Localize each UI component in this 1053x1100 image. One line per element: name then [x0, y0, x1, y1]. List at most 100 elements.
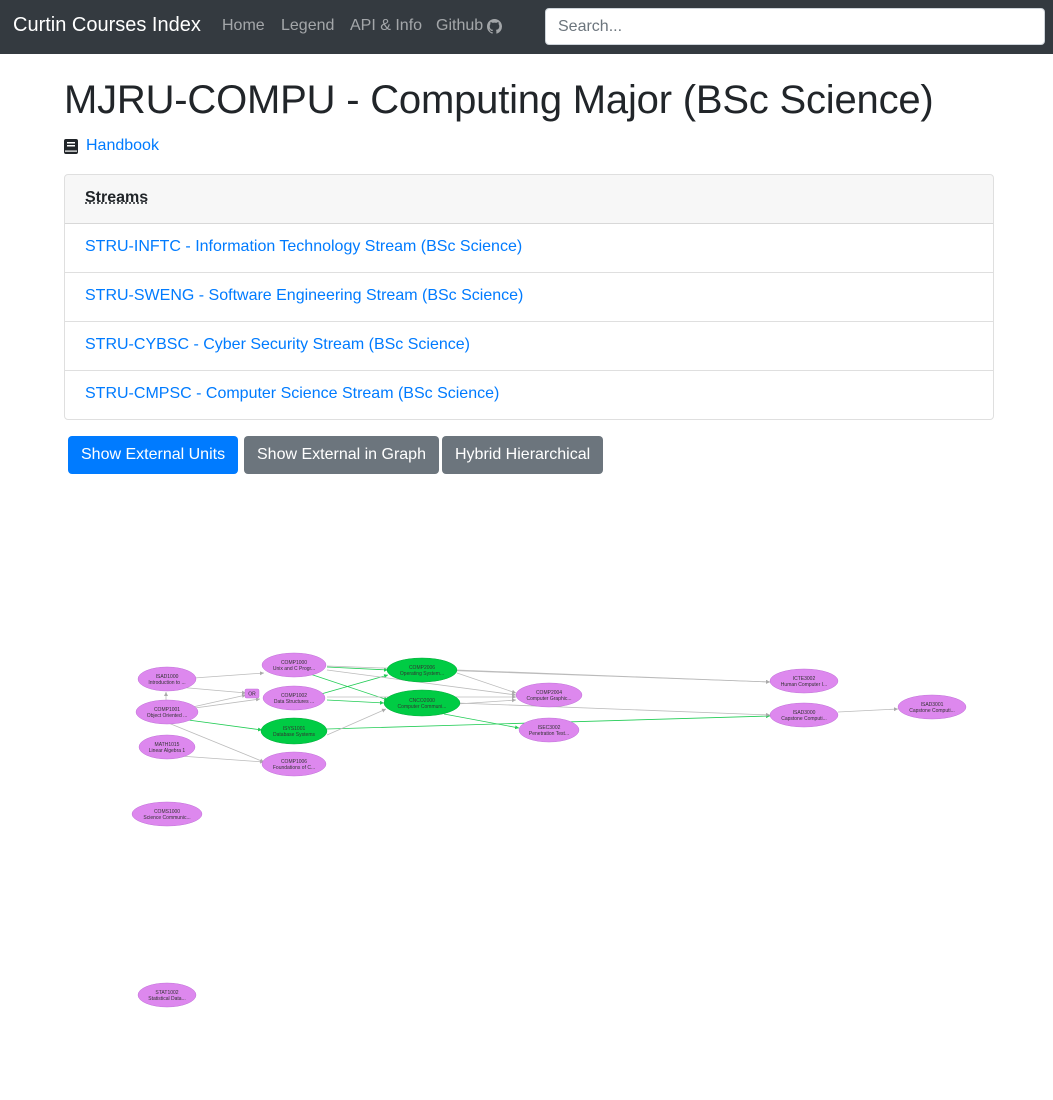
graph-edge — [326, 666, 389, 672]
graph-edge — [456, 702, 771, 717]
nav-api-info[interactable]: API & Info — [350, 17, 423, 34]
graph-edges — [164, 665, 899, 764]
graph-node-name: Computer Graphic... — [526, 696, 571, 702]
graph-node-name: Data Structures ... — [274, 699, 314, 705]
graph-node-shape — [260, 717, 328, 745]
graph-node-name: Science Communic... — [143, 815, 190, 821]
streams-header-label: Streams — [85, 189, 149, 206]
stream-link-cmpsc[interactable]: STRU-CMPSC - Computer Science Stream (BS… — [85, 385, 500, 402]
graph-edge — [326, 669, 517, 697]
search-input[interactable] — [545, 8, 1045, 45]
graph-node-shape — [137, 666, 197, 692]
graph-node-shape — [386, 657, 458, 683]
graph-edge — [165, 721, 265, 763]
hybrid-hierarchical-button[interactable]: Hybrid Hierarchical — [442, 436, 604, 474]
stream-link-cybsc[interactable]: STRU-CYBSC - Cyber Security Stream (BSc … — [65, 322, 993, 371]
graph-node-name: Capstone Computi... — [909, 708, 955, 714]
graph-node-shape — [515, 682, 583, 708]
book-icon — [64, 138, 78, 154]
graph-node-code: COMP1001 — [154, 707, 180, 713]
graph-node-shape — [261, 652, 327, 678]
graph-node-shape — [138, 734, 196, 760]
graph-node-code: COMP1006 — [281, 759, 307, 765]
graph-node-shape — [137, 982, 197, 1008]
graph-node-code: COMP2006 — [409, 665, 435, 671]
graph-edge — [326, 699, 385, 705]
graph-node-code: ISYS1001 — [283, 726, 306, 732]
graph-node-name: Introduction to ... — [148, 680, 185, 686]
handbook-link[interactable]: Handbook — [64, 137, 159, 155]
page-title: MJRU-COMPU - Computing Major (BSc Scienc… — [64, 78, 934, 122]
show-external-units-button[interactable]: Show External Units — [68, 436, 239, 474]
nav-legend[interactable]: Legend — [281, 17, 335, 34]
graph-node-shape — [769, 702, 839, 728]
graph-node-name: Database Systems — [273, 732, 315, 738]
graph-node-shape — [261, 751, 327, 777]
graph-node-code: ISAD3000 — [793, 710, 816, 716]
graph-edge — [443, 713, 520, 730]
graph-node-code: CNCO2000 — [409, 698, 435, 704]
graph-node-name: Linear Algebra 1 — [149, 748, 186, 754]
graph-edge — [456, 669, 771, 684]
github-icon — [487, 18, 503, 34]
navbar: Curtin Courses Index Home Legend API & I… — [0, 0, 1053, 54]
streams-header: Streams — [65, 175, 993, 224]
graph-node-code: COMP1002 — [281, 693, 307, 699]
graph-edge — [326, 708, 387, 736]
graph-edge — [456, 672, 517, 694]
or-junction-label: OR — [248, 692, 256, 698]
handbook-label: Handbook — [86, 137, 159, 154]
brand-link[interactable]: Curtin Courses Index — [13, 14, 201, 36]
stream-link-sweng[interactable]: STRU-SWENG - Software Engineering Stream… — [65, 273, 993, 322]
or-junction-box — [244, 688, 260, 699]
nav-home[interactable]: Home — [222, 17, 265, 34]
graph-node-name: Unix and C Progr... — [273, 666, 315, 672]
graph-node-shape — [383, 689, 461, 717]
graph-edge — [837, 707, 899, 713]
graph-node-code: COMS1000 — [154, 809, 180, 815]
graph-node-code: STAT1002 — [155, 990, 178, 996]
graph-node-code: MATH1015 — [155, 742, 180, 748]
graph-node-name: Statistical Data... — [148, 996, 186, 1002]
or-junction[interactable]: OR — [244, 688, 260, 699]
graph-node-code: ISAD1000 — [156, 674, 179, 680]
graph-node-code: COMP1000 — [281, 660, 307, 666]
nav-github-label: Github — [436, 17, 484, 34]
graph-node-name: Foundations of C... — [273, 765, 315, 771]
graph-node-code: ISEC3002 — [538, 725, 561, 731]
stream-link-inftc[interactable]: STRU-INFTC - Information Technology Stre… — [65, 224, 993, 273]
graph-node-name: Object Oriented ... — [147, 713, 188, 719]
streams-card: Streams STRU-INFTC - Information Technol… — [64, 174, 994, 420]
nav-github[interactable]: Github — [436, 17, 503, 35]
graph-node-code: ICTE3002 — [793, 676, 816, 682]
graph-node-shape — [518, 717, 580, 743]
graph-node-shape — [769, 668, 839, 694]
graph-node-name: Operating System... — [400, 671, 444, 677]
show-external-in-graph-button[interactable]: Show External in Graph — [244, 436, 439, 474]
graph-node-code: ISAD3001 — [921, 702, 944, 708]
graph-node-code: COMP2004 — [536, 690, 562, 696]
graph-node-name: Computer Communi... — [398, 704, 447, 710]
graph-node-shape — [131, 801, 203, 827]
graph-node-shape — [135, 699, 199, 725]
graph-node-name: Capstone Computi... — [781, 716, 827, 722]
graph-node-shape — [262, 685, 326, 711]
